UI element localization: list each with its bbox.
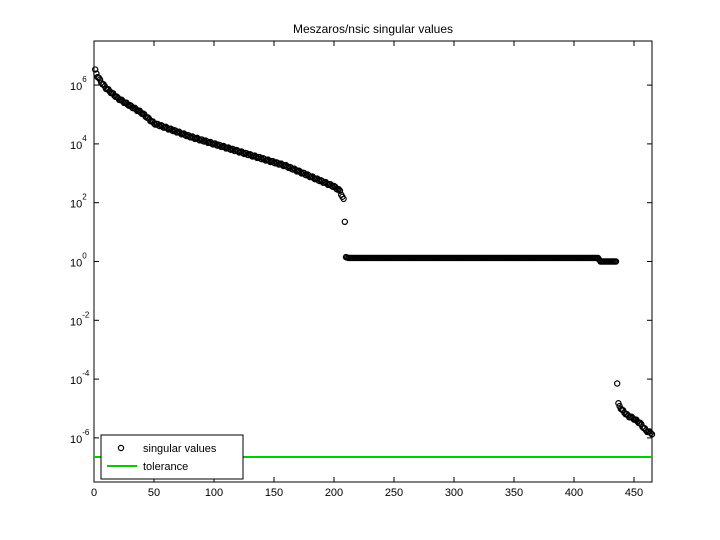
singular-value-point [91,66,99,73]
chart-title: Meszaros/nsic singular values [293,22,453,36]
y-tick-label: 10-4 [70,369,90,387]
y-tick-label: 10-2 [70,310,90,328]
singular-value-point [284,163,291,170]
singular-value-point [647,429,655,437]
singular-value-point [336,187,344,194]
axes-box [93,40,653,483]
x-tick-label: 100 [205,487,223,499]
singular-value-point [340,195,347,203]
singular-value-point [335,186,342,193]
x-tick-label: 300 [445,487,463,499]
x-tick-label: 250 [385,487,403,499]
x-tick-label: 50 [148,487,160,499]
singular-value-point [614,380,621,387]
legend-label-tolerance: tolerance [143,461,188,473]
y-tick-label: 104 [70,134,87,152]
legend-marker-singular-values [117,444,125,452]
x-tick-label: 150 [265,487,283,499]
y-tick-label: 106 [70,75,87,93]
x-tick-label: 400 [565,487,583,499]
singular-value-point [612,258,620,265]
legend-box [100,434,244,480]
y-tick-label: 10-6 [70,428,90,446]
singular-value-point [648,431,656,438]
y-tick-label: 102 [70,193,87,211]
x-tick-label: 450 [625,487,643,499]
singular-value-point [341,218,348,226]
legend-label-singular-values: singular values [143,443,217,455]
x-tick-label: 350 [505,487,523,499]
x-tick-label: 0 [91,487,97,499]
x-tick-label: 200 [325,487,343,499]
singular-value-point [124,101,131,108]
plot-area: Meszaros/nsic singular values 0 50 100 150 20… [70,22,656,499]
y-tick-label: 100 [70,252,87,270]
singular-value-point [297,169,304,176]
